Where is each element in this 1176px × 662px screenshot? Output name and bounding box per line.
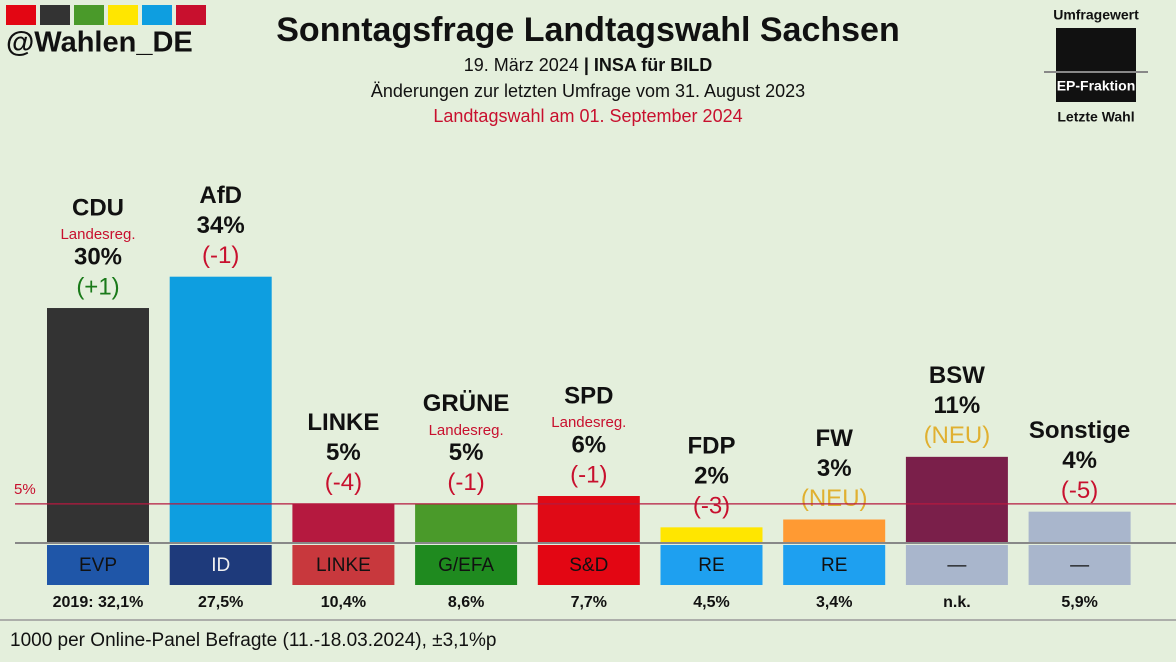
change-label: (-3) <box>693 493 730 520</box>
change-label: (-1) <box>570 461 607 488</box>
legend-poll: Umfragewert <box>1053 7 1139 23</box>
bar <box>905 456 1008 543</box>
party-label: SPD <box>564 382 613 409</box>
fraction-label: — <box>1070 555 1089 576</box>
bar <box>415 503 518 543</box>
change-label: (+1) <box>76 273 119 300</box>
fraction-label: RE <box>821 555 847 576</box>
value-label: 11% <box>934 392 981 419</box>
last-election-label: 8,6% <box>448 594 484 611</box>
fraction-box <box>47 545 149 585</box>
last-election-label: 10,4% <box>321 594 366 611</box>
fraction-box <box>537 545 640 585</box>
last-election-label: 3,4% <box>816 594 852 611</box>
legend: Umfragewert EP-Fraktion Letzte Wahl <box>1044 7 1148 125</box>
value-label: 4% <box>1062 447 1097 474</box>
fraction-label: S&D <box>569 555 608 576</box>
change-label: (NEU) <box>924 422 991 449</box>
fraction-label: G/EFA <box>438 555 494 576</box>
fraction-box <box>1028 545 1131 585</box>
handle: @Wahlen_DE <box>6 27 193 59</box>
color-strip <box>6 5 206 25</box>
fraction-label: LINKE <box>316 555 371 576</box>
fraction-label: ID <box>211 555 230 576</box>
fraction-box <box>415 545 518 585</box>
party-label: Sonstige <box>1029 417 1130 444</box>
value-label: 6% <box>571 431 606 458</box>
subtitle: 19. März 2024 | INSA für BILD <box>464 55 712 75</box>
party-label: BSW <box>929 362 985 389</box>
fraction-box <box>783 545 886 585</box>
comparison-note: Änderungen zur letzten Umfrage vom 31. A… <box>371 81 805 101</box>
last-election-label: 27,5% <box>198 594 243 611</box>
legend-last: Letzte Wahl <box>1057 109 1134 125</box>
value-label: 2% <box>694 463 729 490</box>
last-election-label: 7,7% <box>571 594 607 611</box>
election-note: Landtagswahl am 01. September 2024 <box>433 106 742 126</box>
fraction-box <box>169 545 272 585</box>
bar <box>292 503 395 543</box>
subtitle-source: INSA für BILD <box>594 55 712 75</box>
value-label: 5% <box>326 439 361 466</box>
note-label: Landesreg. <box>429 422 504 439</box>
bar <box>783 519 886 543</box>
fraction-label: RE <box>698 555 724 576</box>
bar <box>660 527 763 543</box>
subtitle-date: 19. März 2024 <box>464 55 579 75</box>
party-label: FW <box>816 425 854 452</box>
note-label: Landesreg. <box>551 414 626 431</box>
subtitle-separator: | <box>584 55 589 75</box>
value-label: 3% <box>817 455 852 482</box>
fraction-label: EVP <box>79 555 117 576</box>
change-label: (-1) <box>202 242 239 269</box>
fraction-box <box>292 545 395 585</box>
last-election-label: 4,5% <box>693 594 729 611</box>
value-label: 30% <box>74 243 122 270</box>
note-label: Landesreg. <box>60 226 135 243</box>
change-label: (-1) <box>447 469 484 496</box>
bar <box>47 308 149 543</box>
change-label: (-4) <box>325 469 362 496</box>
bar <box>1028 511 1131 543</box>
footnote: 1000 per Online-Panel Befragte (11.-18.0… <box>10 630 496 651</box>
last-election-label: 5,9% <box>1061 594 1097 611</box>
party-label: LINKE <box>307 409 379 436</box>
bar <box>537 496 640 543</box>
change-label: (NEU) <box>801 485 868 512</box>
value-label: 34% <box>197 212 245 239</box>
chart-title: Sonntagsfrage Landtagswahl Sachsen <box>276 11 899 49</box>
party-label: AfD <box>199 182 242 209</box>
fraction-box <box>905 545 1008 585</box>
value-label: 5% <box>449 439 484 466</box>
last-election-label: 2019: 32,1% <box>53 594 144 611</box>
party-label: GRÜNE <box>423 390 510 417</box>
legend-box <box>1056 28 1136 102</box>
threshold-label: 5% <box>14 481 36 498</box>
legend-fraction: EP-Fraktion <box>1057 78 1136 94</box>
party-label: FDP <box>688 433 736 460</box>
last-election-label: n.k. <box>943 594 971 611</box>
change-label: (-5) <box>1061 477 1098 504</box>
fraction-label: — <box>947 555 966 576</box>
fraction-box <box>660 545 763 585</box>
party-label: CDU <box>72 194 124 221</box>
bar <box>169 276 272 543</box>
